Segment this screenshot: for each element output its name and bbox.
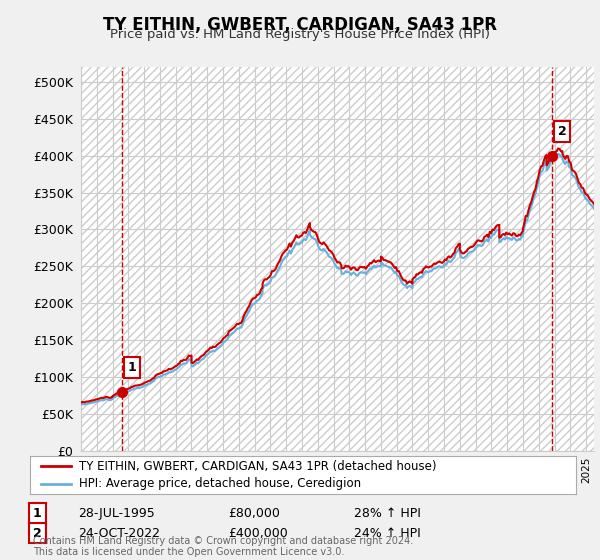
Text: 28% ↑ HPI: 28% ↑ HPI	[354, 507, 421, 520]
Text: Price paid vs. HM Land Registry's House Price Index (HPI): Price paid vs. HM Land Registry's House …	[110, 28, 490, 41]
Text: TY EITHIN, GWBERT, CARDIGAN, SA43 1PR: TY EITHIN, GWBERT, CARDIGAN, SA43 1PR	[103, 16, 497, 34]
Text: 1: 1	[33, 507, 42, 520]
Text: 1: 1	[128, 361, 137, 374]
Text: TY EITHIN, GWBERT, CARDIGAN, SA43 1PR (detached house): TY EITHIN, GWBERT, CARDIGAN, SA43 1PR (d…	[79, 460, 437, 473]
Text: 24% ↑ HPI: 24% ↑ HPI	[354, 526, 421, 540]
Text: £80,000: £80,000	[228, 507, 280, 520]
Text: 24-OCT-2022: 24-OCT-2022	[78, 526, 160, 540]
Text: £400,000: £400,000	[228, 526, 288, 540]
Text: 2: 2	[558, 125, 566, 138]
Text: 2: 2	[33, 526, 42, 540]
Text: Contains HM Land Registry data © Crown copyright and database right 2024.
This d: Contains HM Land Registry data © Crown c…	[33, 535, 413, 557]
Text: 28-JUL-1995: 28-JUL-1995	[78, 507, 155, 520]
Text: HPI: Average price, detached house, Ceredigion: HPI: Average price, detached house, Cere…	[79, 477, 361, 490]
